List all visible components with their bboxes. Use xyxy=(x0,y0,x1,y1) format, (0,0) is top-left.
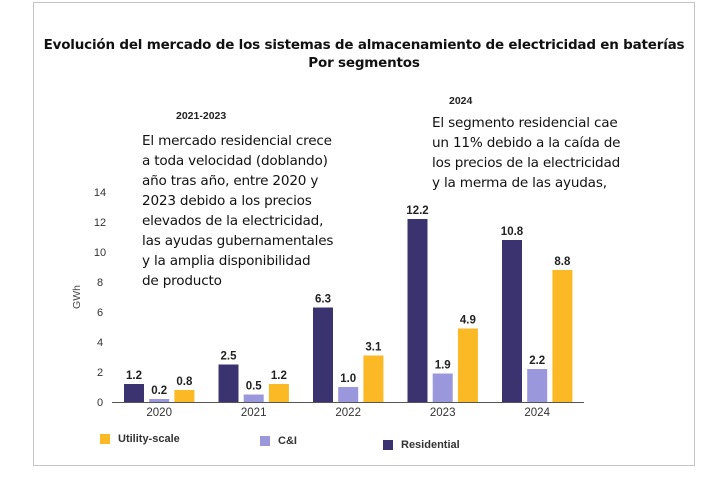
y-axis-label: GWh xyxy=(71,285,83,309)
x-tick-label-2023: 2023 xyxy=(430,407,456,419)
legend-swatch-ci xyxy=(260,436,270,446)
x-tick-label-2020: 2020 xyxy=(146,407,172,419)
legend-item-utility-scale: Utility-scale xyxy=(100,433,180,445)
value-label-residential-2021: 2.5 xyxy=(221,351,238,363)
chart-frame xyxy=(33,2,695,466)
value-label-c-i-2024: 2.2 xyxy=(529,355,545,367)
y-tick-label: 6 xyxy=(97,307,103,319)
x-tick-label-2024: 2024 xyxy=(524,407,550,419)
bar-c-i-2020 xyxy=(149,399,170,402)
bar-utility-scale-2022 xyxy=(363,355,384,402)
bar-utility-scale-2020 xyxy=(174,390,195,402)
legend-label-ci: C&I xyxy=(278,435,297,447)
y-tick-label: 8 xyxy=(97,277,103,289)
bar-utility-scale-2023 xyxy=(457,328,478,402)
annotation-text-2024: El segmento residencial cae un 11% debid… xyxy=(432,115,621,191)
annotation-heading-2024: 2024 xyxy=(449,95,473,107)
annotation-heading-2021-2023: 2021-2023 xyxy=(176,110,227,122)
value-label-residential-2024: 10.8 xyxy=(501,226,524,238)
y-tick-label: 12 xyxy=(94,217,106,229)
bar-c-i-2021 xyxy=(243,394,264,402)
value-label-utility-scale-2024: 8.8 xyxy=(554,256,571,268)
bar-residential-2022 xyxy=(313,307,333,402)
legend-swatch-residential xyxy=(383,440,393,450)
value-label-utility-scale-2023: 4.9 xyxy=(460,315,476,327)
bar-c-i-2022 xyxy=(338,387,359,402)
value-label-c-i-2021: 0.5 xyxy=(246,381,263,393)
value-label-residential-2022: 6.3 xyxy=(315,294,331,306)
value-label-c-i-2022: 1.0 xyxy=(340,373,356,385)
value-label-utility-scale-2020: 0.8 xyxy=(176,376,193,388)
bar-utility-scale-2021 xyxy=(268,384,289,402)
legend-swatch-utility-scale xyxy=(100,434,110,444)
y-tick-label: 2 xyxy=(97,367,103,379)
value-label-utility-scale-2021: 1.2 xyxy=(271,370,287,382)
chart-subtitle: Por segmentos xyxy=(308,55,420,71)
y-axis-ticks: 0 2 4 6 8 10 12 14 xyxy=(94,187,106,409)
x-tick-label-2021: 2021 xyxy=(241,407,267,419)
y-tick-label: 10 xyxy=(94,247,106,259)
bar-residential-2021 xyxy=(218,364,239,402)
legend-label-utility-scale: Utility-scale xyxy=(118,433,180,445)
value-labels: 1.2 0.2 0.8 2.5 0.5 1.2 6.3 1.0 3.1 12.2 1.9 4.9 10.… xyxy=(126,205,571,397)
value-label-residential-2020: 1.2 xyxy=(126,370,142,382)
annotation-text-2021-2023: El mercado residencial crece a toda velo… xyxy=(142,133,334,289)
bar-c-i-2023 xyxy=(432,373,453,402)
bar-residential-2023 xyxy=(407,219,428,402)
value-label-c-i-2020: 0.2 xyxy=(151,385,167,397)
bar-residential-2020 xyxy=(124,384,144,402)
value-label-utility-scale-2022: 3.1 xyxy=(365,342,382,354)
value-label-c-i-2023: 1.9 xyxy=(435,360,451,372)
x-axis-ticks: 2020 2021 2022 2023 2024 xyxy=(146,407,550,419)
chart-title: Evolución del mercado de los sistemas de… xyxy=(43,37,685,53)
bar-c-i-2024 xyxy=(527,369,548,402)
legend-label-residential: Residential xyxy=(401,439,460,451)
y-tick-label: 0 xyxy=(97,397,103,409)
bar-residential-2024 xyxy=(502,240,522,402)
bar-utility-scale-2024 xyxy=(552,270,573,402)
value-label-residential-2023: 12.2 xyxy=(406,205,428,217)
x-tick-label-2022: 2022 xyxy=(335,407,361,419)
legend-item-residential: Residential xyxy=(383,439,460,451)
legend-item-ci: C&I xyxy=(260,435,297,447)
bars xyxy=(124,219,573,402)
y-tick-label: 4 xyxy=(97,337,103,349)
y-tick-label: 14 xyxy=(94,187,106,199)
